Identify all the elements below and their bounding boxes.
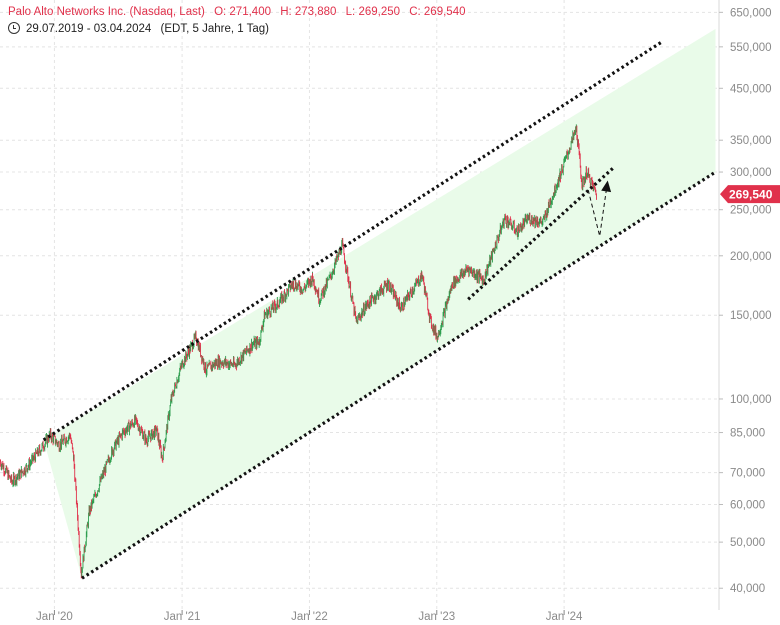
trend-lines: [42, 39, 717, 580]
instrument-header: Palo Alto Networks Inc. (Nasdaq, Last) O…: [8, 6, 471, 18]
projection-arrowhead: [601, 180, 612, 193]
y-tick-label: 300,000: [730, 167, 772, 179]
price-series: [0, 124, 597, 579]
y-axis: 40,000 50,000 60,000 70,000 85,000 100,000 150…: [719, 7, 772, 595]
y-tick-label: 60,000: [730, 499, 765, 511]
y-tick-label: 450,000: [730, 83, 772, 95]
last-price-label: 269,540: [729, 188, 773, 202]
low-value: L: 269,250: [345, 6, 401, 18]
x-tick-label: Jan '22: [291, 611, 328, 623]
x-tick-label: Jan '20: [36, 611, 73, 623]
price-channel-fill: [43, 28, 716, 579]
dotted-trend-line: [81, 170, 717, 580]
y-tick-label: 250,000: [730, 205, 772, 217]
instrument-title[interactable]: Palo Alto Networks Inc. (Nasdaq, Last): [8, 6, 205, 18]
y-tick-label: 350,000: [730, 135, 772, 147]
x-axis: Jan '20 Jan '21 Jan '22 Jan '23 Jan '24: [36, 610, 583, 623]
y-tick-label: 100,000: [730, 394, 772, 406]
period-meta: (EDT, 5 Jahre, 1 Tag): [160, 23, 269, 35]
dashed-projection-line: [587, 180, 609, 237]
y-tick-label: 150,000: [730, 310, 772, 322]
dotted-trend-line: [42, 39, 664, 442]
y-tick-label: 650,000: [730, 7, 772, 19]
x-tick-label: Jan '21: [164, 611, 201, 623]
clock-icon[interactable]: [8, 22, 20, 34]
y-tick-label: 50,000: [730, 537, 765, 549]
open-value: O: 271,400: [214, 6, 271, 18]
x-tick-label: Jan '23: [418, 611, 455, 623]
last-price-tag: [720, 185, 780, 204]
y-tick-label: 200,000: [730, 251, 772, 263]
y-tick-label: 85,000: [730, 428, 765, 440]
y-tick-label: 40,000: [730, 583, 765, 595]
date-range: 29.07.2019 - 03.04.2024: [26, 23, 152, 35]
y-tick-label: 70,000: [730, 468, 765, 480]
period-header: 29.07.2019 - 03.04.2024 (EDT, 5 Jahre, 1…: [8, 22, 275, 35]
last-price-marker: 269,540: [720, 185, 780, 204]
x-tick-label: Jan '24: [546, 611, 583, 623]
high-value: H: 273,880: [280, 6, 337, 18]
close-value: C: 269,540: [409, 6, 466, 18]
y-tick-label: 550,000: [730, 42, 772, 54]
